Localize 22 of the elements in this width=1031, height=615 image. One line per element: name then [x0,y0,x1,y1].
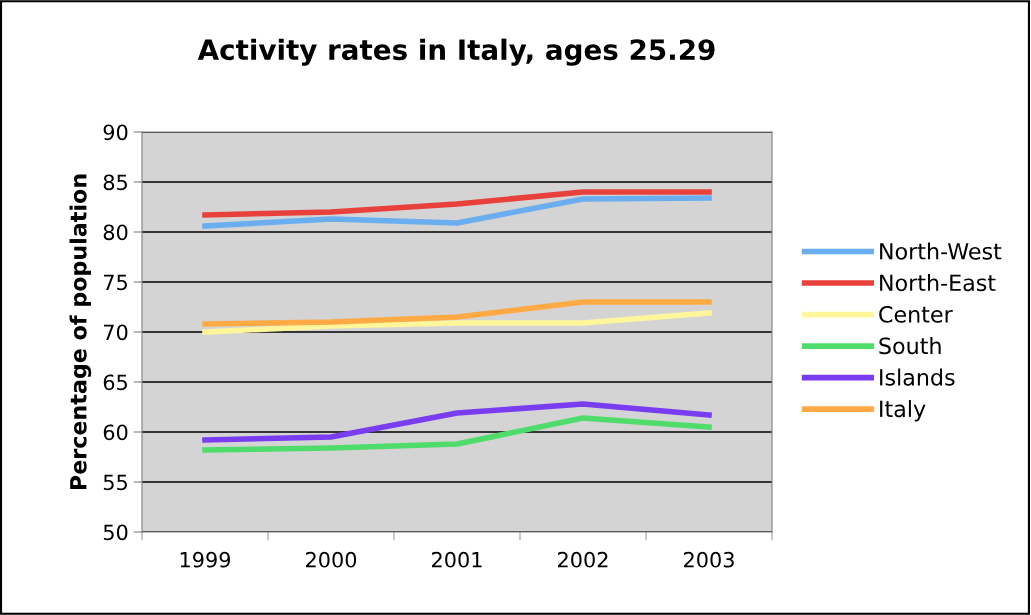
y-tick-label: 55 [103,474,127,491]
y-tick-label: 80 [103,224,128,241]
y-tick-label: 65 [103,374,127,391]
x-tick-label: 2002 [558,551,608,568]
y-tick-label: 60 [103,424,128,441]
y-tick-label: 85 [103,174,127,191]
legend-label: North-East [880,273,996,292]
legend-label: South [879,337,941,355]
legend-label: Italy [880,400,926,422]
x-tick-label: 2000 [306,551,357,568]
y-tick-label: 90 [103,124,128,141]
x-tick-label: 1999 [180,551,231,568]
x-tick-label: 2003 [684,551,734,568]
chart-title: Activity rates in Italy, ages 25.29 [197,38,715,66]
y-tick-label: 75 [104,274,127,291]
y-tick-label: 50 [103,524,128,541]
y-axis-title: Percentage of population [69,174,92,490]
x-tick-label: 2001 [432,551,482,568]
y-tick-label: 70 [104,324,128,341]
legend-label: North-West [880,242,1002,260]
legend-label: Islands [880,368,955,386]
legend-label: Center [879,305,953,323]
